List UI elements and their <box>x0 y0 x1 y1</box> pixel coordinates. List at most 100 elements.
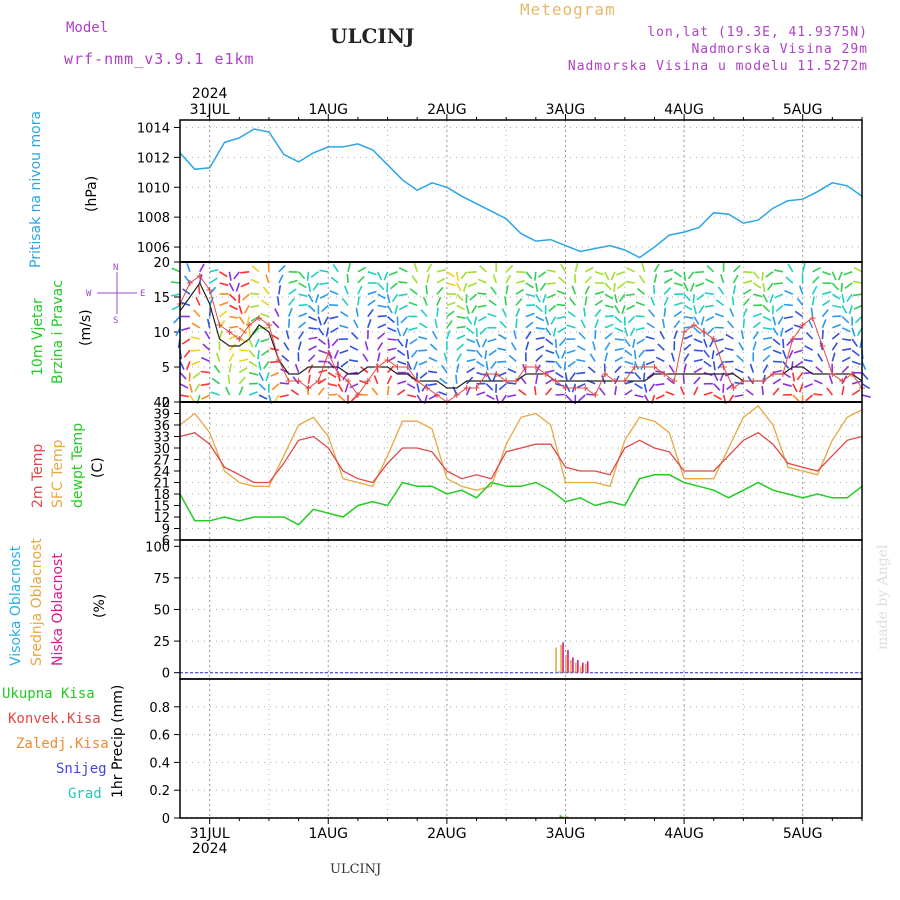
model-name: wrf-nmm_v3.9.1 e1km <box>64 50 255 68</box>
wind-barb <box>507 382 517 385</box>
wind-barb <box>841 327 851 333</box>
wind-barb <box>807 319 814 329</box>
wind-barb <box>317 387 325 396</box>
wind-barb <box>801 262 806 273</box>
wind-barb <box>319 293 329 299</box>
wind-barb <box>190 349 200 352</box>
wind-barb <box>624 338 631 347</box>
wind-barb <box>752 282 762 289</box>
wind-barb <box>817 353 824 362</box>
wind-barb <box>348 359 359 363</box>
gust-marker <box>236 336 243 342</box>
wind-barb <box>294 363 300 373</box>
wind-barb <box>594 319 600 329</box>
wind-barb <box>510 342 517 351</box>
wind-barb <box>777 316 784 325</box>
wind-barb <box>556 315 566 320</box>
pressure-tick-label: 1012 <box>137 151 170 166</box>
wind-barb <box>261 299 270 307</box>
wind-barb <box>831 332 840 340</box>
wind-barb <box>455 374 458 384</box>
wind-barb <box>840 282 844 293</box>
wind-barb <box>655 356 665 363</box>
wind-barb <box>195 296 201 306</box>
wind-barb <box>413 361 418 371</box>
wind-barb <box>664 269 674 273</box>
wind-barb <box>484 350 488 360</box>
wind-barb <box>783 315 793 320</box>
wind-barb <box>617 282 626 290</box>
gust-marker <box>740 378 747 384</box>
temp-tick-label: 36 <box>153 419 170 434</box>
wind-barb <box>734 368 744 374</box>
precip-tick-label: 0.6 <box>149 729 170 744</box>
wind-barb <box>569 297 576 306</box>
wind-barb <box>861 394 871 398</box>
wind-barb <box>317 327 325 336</box>
wind-barb <box>731 296 735 306</box>
legend-zaledj: Zaledj.Kisa <box>16 736 109 752</box>
wind-barb <box>396 389 406 396</box>
wind-barb <box>278 274 284 284</box>
wind-barb <box>589 353 596 362</box>
wind-barb <box>346 273 349 284</box>
wind-barb <box>405 338 409 349</box>
wind-barb <box>646 371 655 379</box>
wind-barb <box>753 312 762 318</box>
wind-barb <box>714 312 724 318</box>
pressure-line <box>179 128 863 259</box>
wind-barb <box>341 297 349 306</box>
wind-barb <box>456 293 464 302</box>
wind-barb <box>397 380 407 385</box>
cloud-tick-label: 100 <box>145 540 170 555</box>
wind-barb <box>476 371 486 376</box>
gust-marker <box>325 350 332 356</box>
wind-barb <box>861 383 871 390</box>
wind-barb <box>190 336 200 340</box>
wind-barb <box>683 315 694 320</box>
wind-barb <box>635 315 645 318</box>
bottom-date-label: 3AUG <box>546 826 586 842</box>
gust-marker <box>799 322 806 328</box>
wind-barb <box>576 358 586 363</box>
wind-barb <box>490 360 497 369</box>
wind-barb <box>762 293 769 303</box>
wind-barb <box>456 282 462 292</box>
wind-barb <box>784 327 794 333</box>
compass-icon: N S E W <box>82 262 152 326</box>
wind-barb <box>466 338 476 344</box>
gust-marker <box>809 315 816 321</box>
wind-barb <box>604 304 614 309</box>
wind-barb <box>497 333 507 340</box>
wind-barb <box>408 327 418 331</box>
wind-barb <box>434 318 438 328</box>
wind-barb <box>436 296 442 306</box>
compass-n: N <box>113 263 118 273</box>
wind-barb <box>821 319 827 329</box>
gust-marker <box>710 336 717 342</box>
bottom-date-label: 31JUL <box>190 826 230 842</box>
wind-barb <box>665 391 675 396</box>
wind-barb <box>732 285 737 295</box>
wind-barb <box>663 287 671 295</box>
wind-barb <box>456 325 466 329</box>
wind-barb <box>218 330 223 340</box>
wind-barb <box>772 327 779 336</box>
wind-barb <box>624 389 633 396</box>
gust-marker <box>226 329 233 335</box>
wind-barb <box>386 294 391 304</box>
wind-barb <box>329 315 339 320</box>
wind-barb <box>851 380 862 385</box>
wind-barb <box>535 293 541 303</box>
wind-barb <box>323 316 329 325</box>
wind-barb <box>846 293 853 302</box>
wind-barb <box>416 383 421 393</box>
wind-barb <box>822 271 832 276</box>
wind-barb <box>626 267 636 273</box>
wind-barb <box>238 386 244 396</box>
wind-barb <box>670 352 675 362</box>
gust-marker <box>839 378 846 384</box>
wind-barb <box>183 349 191 358</box>
wind-barb <box>350 394 359 402</box>
wind-barb <box>219 310 228 318</box>
